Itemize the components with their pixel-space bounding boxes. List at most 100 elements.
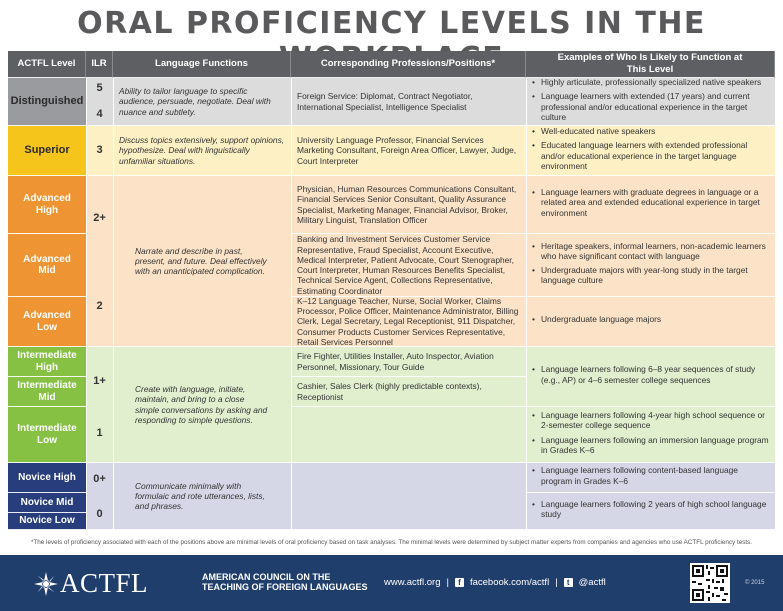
example-item: Language learners following 6–8 year seq… bbox=[532, 364, 769, 385]
functions-distinguished-text: Ability to tailor language to specific a… bbox=[119, 86, 271, 117]
professions-distinguished-text: Foreign Service: Diplomat, Contract Nego… bbox=[297, 91, 473, 112]
level-distinguished: Distinguished bbox=[8, 78, 86, 126]
examples-advanced-low: Undergraduate language majors bbox=[526, 297, 775, 347]
level-intermediate-mid: Intermediate Mid bbox=[8, 377, 86, 407]
professions-superior-text: University Language Professor, Financial… bbox=[297, 135, 517, 166]
examples-advanced-high-list: Language learners with graduate degrees … bbox=[532, 187, 769, 222]
twitter-icon: t bbox=[563, 578, 573, 587]
examples-advanced-low-list: Undergraduate language majors bbox=[532, 314, 661, 328]
column-divider bbox=[291, 78, 292, 530]
level-advanced-low: Advanced Low bbox=[8, 297, 86, 347]
examples-superior: Well-educated native speakers Educated l… bbox=[526, 126, 775, 176]
ilr-2-plus: 2+ bbox=[93, 212, 106, 224]
functions-advanced: Narrate and describe in past, present, a… bbox=[113, 176, 291, 347]
header-level: ACTFL Level bbox=[8, 51, 86, 78]
professions-intermediate-mid-text: Cashier, Sales Clerk (highly predictable… bbox=[297, 381, 482, 402]
examples-novice-high-list: Language learners following content-base… bbox=[532, 465, 769, 490]
professions-superior: University Language Professor, Financial… bbox=[291, 126, 526, 176]
level-advanced-high: Advanced High bbox=[8, 176, 86, 234]
examples-distinguished: Highly articulate, professionally specia… bbox=[526, 78, 775, 126]
functions-novice-text: Communicate minimally with formulaic and… bbox=[135, 480, 265, 512]
ilr-2: 2 bbox=[96, 300, 103, 312]
facebook-icon: f bbox=[454, 578, 464, 587]
professions-advanced-mid-text: Banking and Investment Services Customer… bbox=[297, 234, 514, 296]
examples-advanced-mid-list: Heritage speakers, informal learners, no… bbox=[532, 241, 769, 290]
header-examples: Examples of Who Is Likely to Function at… bbox=[526, 51, 775, 78]
actfl-logo-icon bbox=[34, 572, 58, 596]
example-item: Language learners with graduate degrees … bbox=[532, 187, 769, 218]
example-item: Language learners following 4-year high … bbox=[532, 410, 769, 431]
footer-links: www.actfl.org | f facebook.com/actfl | t… bbox=[384, 577, 606, 588]
ilr-1-plus: 1+ bbox=[93, 375, 106, 387]
example-item: Undergraduate majors with year-long stud… bbox=[532, 265, 769, 286]
level-intermediate-high: Intermediate High bbox=[8, 347, 86, 377]
professions-advanced-high-text: Physician, Human Resources Communication… bbox=[297, 184, 517, 225]
level-novice-low: Novice Low bbox=[8, 513, 86, 530]
ilr-superior: 3 bbox=[86, 126, 113, 176]
level-novice-high: Novice High bbox=[8, 463, 86, 493]
professions-advanced-low-text: K–12 Language Teacher, Nurse, Social Wor… bbox=[297, 297, 519, 347]
facebook-link[interactable]: facebook.com/actfl bbox=[469, 577, 550, 588]
ilr-distinguished: 5 4 bbox=[86, 78, 113, 126]
example-item: Well-educated native speakers bbox=[532, 126, 769, 137]
org-name: AMERICAN COUNCIL ON THE TEACHING OF FORE… bbox=[202, 572, 368, 593]
proficiency-table: ACTFL Level ILR Language Functions Corre… bbox=[8, 51, 775, 530]
examples-intermediate-low: Language learners following 4-year high … bbox=[526, 407, 775, 463]
footnote: *The levels of proficiency associated wi… bbox=[31, 539, 752, 546]
ilr-0: 0 bbox=[96, 508, 103, 520]
professions-intermediate-high-text: Fire Fighter, Utilities Installer, Auto … bbox=[297, 351, 494, 372]
examples-distinguished-list: Highly articulate, professionally specia… bbox=[532, 78, 769, 125]
examples-advanced-mid: Heritage speakers, informal learners, no… bbox=[526, 234, 775, 297]
level-intermediate-low: Intermediate Low bbox=[8, 407, 86, 463]
professions-advanced-mid: Banking and Investment Services Customer… bbox=[291, 234, 526, 297]
header-professions: Corresponding Professions/Positions* bbox=[291, 51, 526, 78]
examples-intermediate-low-list: Language learners following 4-year high … bbox=[532, 410, 769, 459]
twitter-link[interactable]: @actfl bbox=[578, 577, 606, 588]
professions-advanced-high: Physician, Human Resources Communication… bbox=[291, 176, 526, 234]
header-functions: Language Functions bbox=[113, 51, 291, 78]
separator: | bbox=[446, 577, 449, 588]
example-item: Highly articulate, professionally specia… bbox=[532, 78, 769, 88]
examples-novice-high: Language learners following content-base… bbox=[526, 463, 775, 493]
actfl-wordmark: ACTFL bbox=[60, 568, 149, 598]
website-link[interactable]: www.actfl.org bbox=[384, 577, 441, 588]
professions-intermediate-mid: Cashier, Sales Clerk (highly predictable… bbox=[291, 377, 526, 407]
ilr-4: 4 bbox=[96, 107, 103, 120]
professions-intermediate-high: Fire Fighter, Utilities Installer, Auto … bbox=[291, 347, 526, 377]
examples-intermediate-high-list: Language learners following 6–8 year seq… bbox=[532, 364, 769, 389]
header-ilr: ILR bbox=[86, 51, 113, 78]
example-item: Language learners with extended (17 year… bbox=[532, 91, 769, 122]
functions-intermediate: Create with language, initiate, maintain… bbox=[113, 347, 291, 463]
example-item: Language learners following an immersion… bbox=[532, 435, 769, 456]
column-divider bbox=[526, 78, 527, 530]
footer: ACTFL AMERICAN COUNCIL ON THE TEACHING O… bbox=[0, 555, 783, 611]
ilr-5: 5 bbox=[96, 82, 103, 95]
examples-novice-low: Language learners following 2 years of h… bbox=[526, 493, 775, 530]
example-item: Undergraduate language majors bbox=[532, 314, 661, 325]
examples-advanced-high: Language learners with graduate degrees … bbox=[526, 176, 775, 234]
ilr-1: 1 bbox=[96, 427, 103, 439]
functions-distinguished: Ability to tailor language to specific a… bbox=[113, 78, 291, 126]
separator: | bbox=[555, 577, 558, 588]
functions-intermediate-text: Create with language, initiate, maintain… bbox=[135, 384, 268, 425]
column-divider bbox=[113, 78, 114, 530]
level-advanced-mid: Advanced Mid bbox=[8, 234, 86, 297]
ilr-0-plus: 0+ bbox=[93, 473, 106, 485]
level-superior: Superior bbox=[8, 126, 86, 176]
professions-novice bbox=[291, 463, 526, 530]
examples-superior-list: Well-educated native speakers Educated l… bbox=[532, 126, 769, 175]
qr-code-icon[interactable] bbox=[690, 563, 730, 603]
professions-intermediate-low bbox=[291, 407, 526, 463]
examples-intermediate-high: Language learners following 6–8 year seq… bbox=[526, 347, 775, 407]
examples-novice-low-list: Language learners following 2 years of h… bbox=[532, 499, 769, 524]
functions-superior: Discuss topics extensively, support opin… bbox=[113, 126, 291, 176]
level-novice-mid: Novice Mid bbox=[8, 493, 86, 513]
column-divider bbox=[86, 78, 87, 530]
ilr-novice: 0+ 0 bbox=[86, 463, 113, 530]
professions-distinguished: Foreign Service: Diplomat, Contract Nego… bbox=[291, 78, 526, 126]
ilr-intermediate: 1+ 1 bbox=[86, 347, 113, 463]
functions-superior-text: Discuss topics extensively, support opin… bbox=[119, 135, 285, 166]
ilr-advanced: 2+ 2 bbox=[86, 176, 113, 347]
org-name-line1: AMERICAN COUNCIL ON THE bbox=[202, 572, 331, 582]
example-item: Heritage speakers, informal learners, no… bbox=[532, 241, 769, 262]
